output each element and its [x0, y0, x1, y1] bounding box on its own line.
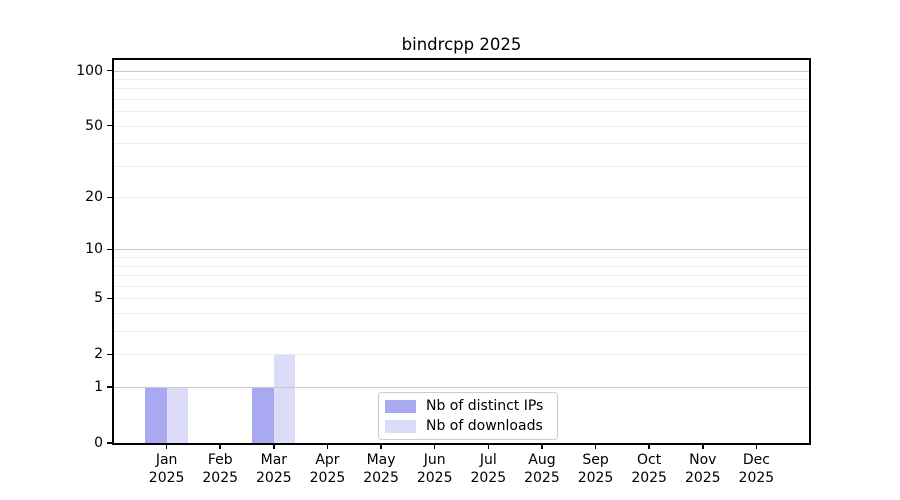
x-tick [326, 443, 329, 449]
bar-nb-of-distinct-ips [252, 387, 274, 443]
gridline-minor [113, 331, 810, 333]
x-tick [380, 443, 382, 449]
y-tick-label: 1 [94, 379, 103, 396]
x-tick-label: Jul 2025 [470, 452, 507, 486]
x-tick-label: Nov 2025 [684, 452, 721, 486]
y-tick [107, 353, 113, 356]
x-tick [219, 443, 221, 449]
x-tick-label: Mar 2025 [256, 452, 292, 486]
y-tick [107, 69, 113, 72]
gridline-minor [113, 354, 810, 356]
gridline-minor [113, 78, 810, 80]
gridline-minor [113, 257, 810, 259]
y-tick-label: 100 [76, 62, 103, 79]
gridline-minor [113, 285, 810, 287]
y-tick-label: 0 [94, 435, 103, 451]
x-tick [541, 443, 543, 449]
legend-swatch [385, 419, 416, 433]
legend-label: Nb of downloads [426, 418, 543, 434]
y-tick [107, 124, 113, 127]
y-tick-label: 5 [94, 290, 103, 307]
legend: Nb of distinct IPs Nb of downloads [378, 392, 558, 440]
gridline-major [113, 249, 810, 251]
x-tick [594, 443, 597, 449]
bar-nb-of-downloads [166, 387, 189, 443]
gridline-minor [113, 197, 810, 199]
x-tick-label: Jun 2025 [416, 452, 453, 486]
legend-swatch [385, 399, 416, 413]
x-tick [702, 443, 704, 449]
x-tick-label: May 2025 [363, 452, 399, 486]
chart-title: bindrcpp 2025 [401, 35, 522, 54]
x-tick [433, 443, 436, 449]
legend-label: Nb of distinct IPs [426, 398, 544, 414]
x-tick [165, 443, 168, 449]
gridline-minor [113, 275, 810, 277]
gridline-major [113, 387, 810, 389]
bar-nb-of-downloads [273, 354, 296, 443]
y-tick [107, 297, 113, 300]
x-tick-label: Aug 2025 [524, 452, 560, 486]
gridline-major [113, 70, 810, 72]
gridline-minor [113, 143, 810, 145]
x-tick-label: Sep 2025 [577, 452, 614, 486]
x-tick-label: Oct 2025 [631, 452, 667, 486]
y-tick-label: 20 [85, 189, 103, 206]
legend-item: Nb of distinct IPs [385, 398, 551, 414]
gridline-minor [113, 165, 810, 167]
x-tick-label: Dec 2025 [738, 452, 775, 486]
bar-nb-of-distinct-ips [145, 387, 167, 443]
x-tick [648, 443, 650, 449]
gridline-minor [113, 125, 810, 127]
y-tick [107, 196, 113, 199]
gridline-minor [113, 111, 810, 113]
y-tick-label: 50 [85, 117, 103, 134]
legend-item: Nb of downloads [385, 418, 551, 434]
gridline-minor [113, 313, 810, 315]
y-tick [107, 386, 113, 388]
gridline-minor [113, 99, 810, 100]
gridline-minor [113, 298, 810, 300]
x-tick [755, 443, 758, 449]
y-tick [107, 248, 113, 251]
y-tick-label: 10 [85, 241, 103, 258]
x-tick [487, 443, 490, 449]
gridline-minor [113, 265, 810, 267]
x-tick [273, 443, 275, 449]
gridline-minor [113, 88, 810, 90]
x-tick-label: Jan 2025 [148, 452, 185, 486]
y-tick-label: 2 [94, 346, 103, 363]
y-tick [107, 442, 113, 444]
x-tick-label: Feb 2025 [202, 452, 239, 486]
x-tick-label: Apr 2025 [309, 452, 346, 486]
